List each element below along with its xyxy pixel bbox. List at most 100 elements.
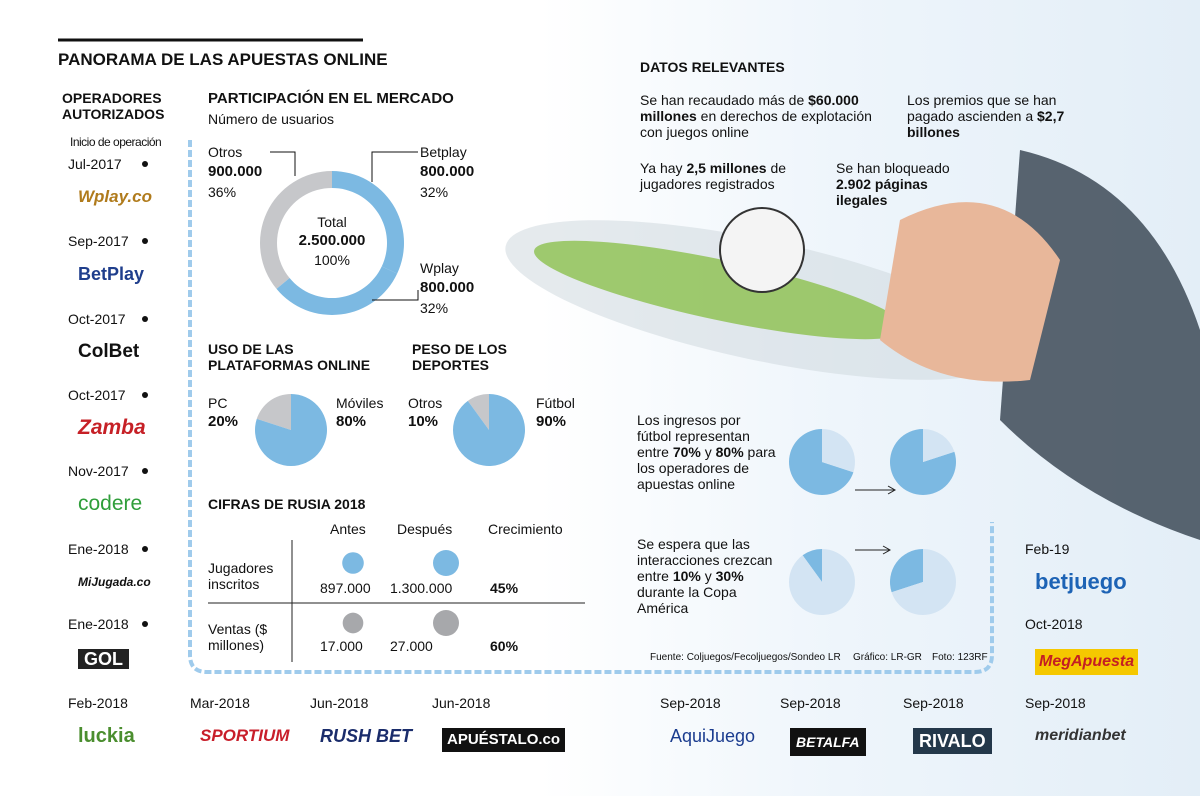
timeline-dot [142, 621, 148, 627]
row-label: Ventas ($ millones) [208, 621, 268, 653]
text-part: y [700, 444, 716, 460]
operator-date: Jun-2018 [432, 695, 491, 711]
legend-label: PC [208, 395, 228, 411]
growth-label: 60% [490, 638, 519, 654]
legend-label: Wplay [420, 260, 459, 276]
title: PANORAMA DE LAS APUESTAS ONLINE [58, 50, 388, 69]
operator-date: Sep-2018 [780, 695, 841, 711]
chart-title: PARTICIPACIÓN EN EL MERCADO [208, 90, 454, 107]
slice [452, 394, 525, 466]
chart-subtitle: Número de usuarios [208, 111, 335, 127]
text-part: Se han recaudado más de [640, 92, 809, 108]
operator-date: Ene-2018 [68, 541, 129, 557]
operator-logo: RUSH BET [320, 726, 413, 746]
operator-date: Nov-2017 [68, 463, 129, 479]
text-part: Se han bloqueado [836, 160, 950, 176]
timeline-dot [142, 392, 148, 398]
value-label: 900.000 [208, 163, 263, 180]
operator-date: Feb-2018 [68, 695, 128, 711]
row-label: Jugadores inscritos [208, 560, 274, 592]
value-label: 800.000 [420, 279, 475, 296]
percent-label: 36% [208, 184, 237, 200]
value-label: 90% [536, 413, 567, 430]
legend-label: Otros [208, 144, 243, 160]
operator-logo: codere [78, 492, 143, 515]
value-label: 17.000 [320, 638, 363, 654]
fact: Los premios que se han pagado ascienden … [907, 92, 1097, 140]
growth-label: 45% [490, 580, 519, 596]
slice [467, 394, 489, 430]
text-part: Los premios que se han pagado ascienden … [907, 92, 1057, 124]
value-label: 897.000 [320, 580, 371, 596]
slice [260, 171, 332, 289]
slice [255, 394, 328, 466]
fact: Se han recaudado más de $60.000 millones… [640, 92, 880, 140]
timeline-dot [142, 468, 148, 474]
text-part: Los ingresos por fútbol representan entr… [637, 412, 750, 460]
text-part: Ya hay [640, 160, 687, 176]
text-part: 10% [672, 568, 701, 584]
table-title: CIFRAS DE RUSIA 2018 [208, 496, 366, 512]
slice [256, 394, 291, 430]
frame [188, 140, 994, 674]
slice [332, 171, 404, 274]
slice [789, 429, 854, 495]
arrow [855, 485, 897, 495]
bubble [342, 612, 364, 634]
value-label: 10% [408, 413, 439, 430]
operator-date: Oct-2017 [68, 311, 126, 327]
operator-date: Sep-2018 [660, 695, 721, 711]
slice [802, 549, 822, 582]
text-part: 30% [715, 568, 744, 584]
text-part: y [700, 568, 716, 584]
operator-date: Feb-19 [1025, 541, 1070, 557]
operator-date: Sep-2018 [1025, 695, 1086, 711]
tablet-screen [534, 240, 906, 340]
operator-date: Sep-2017 [68, 233, 129, 249]
operators-title: OPERADORES AUTORIZADOS [62, 90, 165, 122]
slice [276, 266, 398, 316]
column-header: Crecimiento [488, 521, 563, 537]
slice [923, 429, 955, 462]
slice [822, 429, 856, 473]
column-header: Después [397, 521, 453, 537]
text-part: 80% [715, 444, 744, 460]
timeline-dot [142, 238, 148, 244]
operator-date: Oct-2017 [68, 387, 126, 403]
facts-title: DATOS RELEVANTES [640, 59, 785, 75]
chart-title: USO DE LAS PLATAFORMAS ONLINE [208, 341, 371, 373]
ball [719, 207, 805, 293]
operator-logo: RIVALO [913, 728, 992, 754]
value-label: 27.000 [390, 638, 433, 654]
operator-logo: Zamba [78, 416, 146, 439]
value-label: 20% [208, 413, 239, 430]
hand [880, 202, 1060, 382]
bubble [433, 550, 459, 576]
bubble [342, 552, 364, 574]
operator-logo: MegApuesta [1035, 649, 1139, 675]
arrow [855, 545, 892, 555]
value-label: 1.300.000 [390, 580, 453, 596]
leader [270, 151, 296, 176]
text-part: $60.000 millones [640, 92, 859, 124]
column-header: Antes [330, 521, 366, 537]
source: Gráfico: LR-GR [853, 652, 922, 663]
operator-date: Sep-2018 [903, 695, 964, 711]
fact: Se han bloqueado 2.902 páginas ilegales [836, 160, 966, 208]
text-part: $2,7 billones [907, 108, 1065, 140]
operator-logo: AquiJuego [670, 726, 756, 746]
operators-subtitle: Inicio de operación [70, 135, 162, 149]
operator-logo: APUÉSTALO.co [442, 728, 566, 752]
bubble [433, 610, 459, 636]
legend-label: Otros [408, 395, 443, 411]
operator-logo: luckia [78, 725, 135, 747]
slice [889, 549, 923, 593]
fact: Ya hay 2,5 millones de jugadores registr… [640, 160, 800, 192]
operator-logo: betjuego [1035, 569, 1127, 594]
chart-title: PESO DE LOS DEPORTES [412, 341, 507, 373]
value-label: 800.000 [420, 163, 475, 180]
percent-label: 32% [420, 300, 449, 316]
text-part: durante la Copa América [637, 584, 737, 616]
